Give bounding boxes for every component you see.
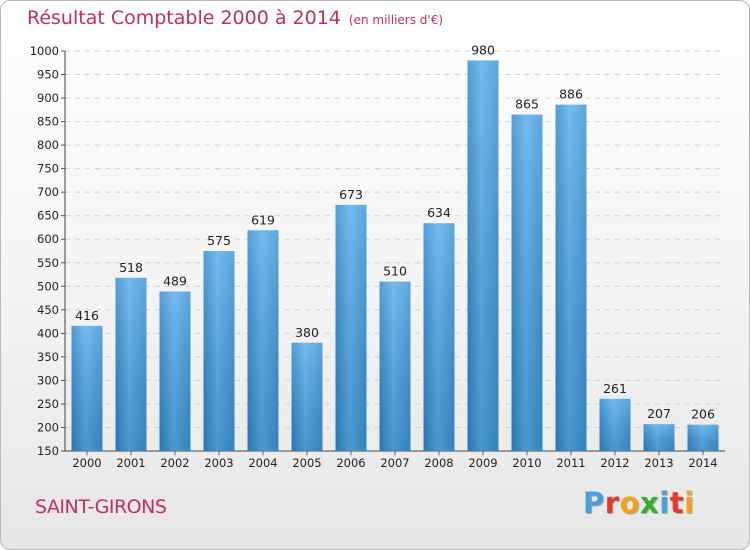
x-tick-label: 2000 xyxy=(72,456,101,470)
y-tick-label: 900 xyxy=(37,91,59,105)
x-tick-label: 2002 xyxy=(160,456,189,470)
data-label: 261 xyxy=(603,381,627,396)
x-tick-label: 2007 xyxy=(380,456,409,470)
data-label: 865 xyxy=(515,97,539,112)
bar-shade xyxy=(555,104,587,451)
data-label: 206 xyxy=(691,407,715,422)
data-label: 207 xyxy=(647,406,671,421)
chart-title: Résultat Comptable 2000 à 2014 (en millie… xyxy=(27,7,443,29)
bar-shade xyxy=(115,277,147,451)
bar-shade xyxy=(643,424,675,451)
x-tick-label: 2008 xyxy=(424,456,453,470)
data-label: 380 xyxy=(295,325,319,340)
bar-shade xyxy=(159,291,191,451)
labels: 150 200 250 300 350 400 450 500 550 600 650 700 750 8… xyxy=(30,42,718,470)
x-tick-label: 2012 xyxy=(600,456,629,470)
x-tick-label: 2001 xyxy=(116,456,145,470)
x-tick-label: 2009 xyxy=(468,456,497,470)
logo-letter: i xyxy=(659,486,670,520)
data-label: 886 xyxy=(559,87,583,102)
logo-letter: x xyxy=(640,486,660,520)
logo-letter: r xyxy=(604,486,620,520)
chart-subtitle: (en milliers d'€) xyxy=(348,13,444,27)
y-tick-label: 850 xyxy=(37,115,59,129)
data-label: 634 xyxy=(427,205,451,220)
bar-shade xyxy=(423,223,455,451)
data-label: 980 xyxy=(471,42,495,57)
data-label: 673 xyxy=(339,187,363,202)
bar-shade xyxy=(379,281,411,451)
y-tick-label: 800 xyxy=(37,138,59,152)
y-tick-label: 950 xyxy=(37,68,59,82)
y-tick-label: 250 xyxy=(37,397,59,411)
city-name: SAINT-GIRONS xyxy=(35,496,167,518)
data-label: 489 xyxy=(163,273,187,288)
data-label: 510 xyxy=(383,264,407,279)
bar-shade xyxy=(291,342,323,451)
logo-letter: t xyxy=(669,486,685,520)
bar-shade xyxy=(687,424,719,451)
logo-letter: P xyxy=(583,486,605,520)
bar-shade xyxy=(335,204,367,451)
proxiti-logo: Proxiti xyxy=(583,486,695,520)
y-tick-label: 400 xyxy=(37,326,59,340)
x-tick-label: 2014 xyxy=(688,456,717,470)
x-tick-label: 2005 xyxy=(292,456,321,470)
logo-letter: i xyxy=(684,486,695,520)
y-tick-label: 550 xyxy=(37,256,59,270)
x-tick-label: 2006 xyxy=(336,456,365,470)
data-label: 575 xyxy=(207,233,231,248)
bar-shade xyxy=(203,251,235,451)
y-tick-label: 750 xyxy=(37,162,59,176)
y-tick-label: 700 xyxy=(37,185,59,199)
bar-shade xyxy=(599,398,631,451)
x-tick-label: 2004 xyxy=(248,456,277,470)
y-tick-label: 500 xyxy=(37,279,59,293)
y-tick-label: 600 xyxy=(37,232,59,246)
data-label: 619 xyxy=(251,212,275,227)
y-tick-label: 200 xyxy=(37,420,59,434)
x-tick-label: 2011 xyxy=(556,456,585,470)
logo-letter: o xyxy=(619,486,641,520)
bar-shade xyxy=(71,325,103,451)
y-tick-label: 450 xyxy=(37,303,59,317)
data-label: 416 xyxy=(75,308,99,323)
y-tick-label: 1000 xyxy=(30,44,59,58)
bar-shade xyxy=(511,114,543,451)
bars xyxy=(71,60,719,451)
y-tick-label: 300 xyxy=(37,373,59,387)
x-tick-label: 2010 xyxy=(512,456,541,470)
y-tick-label: 350 xyxy=(37,350,59,364)
bar-shade xyxy=(247,230,279,451)
y-tick-label: 150 xyxy=(37,444,59,458)
bar-shade xyxy=(467,60,499,451)
title-text: Résultat Comptable 2000 à 2014 xyxy=(27,7,341,29)
x-tick-label: 2013 xyxy=(644,456,673,470)
x-tick-label: 2003 xyxy=(204,456,233,470)
y-tick-label: 650 xyxy=(37,209,59,223)
data-label: 518 xyxy=(119,260,143,275)
